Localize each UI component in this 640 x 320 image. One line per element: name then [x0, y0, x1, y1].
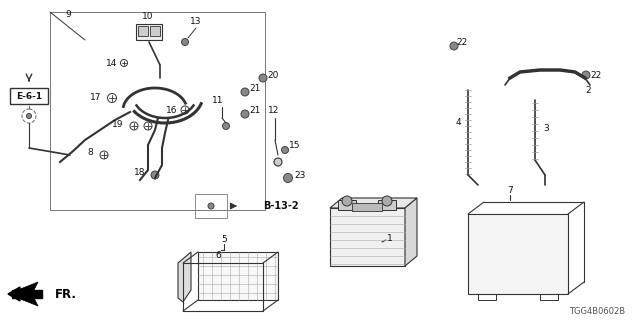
Bar	[378, 200, 396, 210]
Circle shape	[182, 38, 189, 45]
Text: 22: 22	[590, 70, 602, 79]
Text: 6: 6	[215, 252, 221, 260]
Circle shape	[282, 147, 289, 154]
Text: 21: 21	[250, 84, 260, 92]
Circle shape	[259, 74, 267, 82]
Circle shape	[450, 42, 458, 50]
Bar	[468, 214, 568, 294]
Circle shape	[382, 196, 392, 206]
Text: TGG4B0602B: TGG4B0602B	[569, 308, 625, 316]
Text: 12: 12	[268, 106, 280, 115]
Text: 1: 1	[387, 234, 393, 243]
Bar	[198, 252, 278, 300]
Circle shape	[100, 151, 108, 159]
Bar	[10, 88, 48, 104]
Text: 13: 13	[190, 17, 202, 26]
Polygon shape	[8, 282, 38, 306]
Text: 14: 14	[106, 59, 118, 68]
Bar	[540, 294, 558, 300]
Text: 3: 3	[543, 124, 549, 132]
Circle shape	[284, 173, 292, 182]
Bar	[338, 200, 356, 210]
Circle shape	[26, 114, 31, 118]
Bar	[352, 203, 382, 211]
Circle shape	[208, 203, 214, 209]
Bar	[138, 26, 148, 36]
Text: 7: 7	[507, 186, 513, 195]
Text: 2: 2	[585, 85, 591, 94]
Circle shape	[22, 109, 36, 123]
Circle shape	[274, 158, 282, 166]
Text: E-6-1: E-6-1	[16, 92, 42, 100]
Text: 21: 21	[250, 106, 260, 115]
Circle shape	[144, 122, 152, 130]
Text: FR.: FR.	[55, 287, 77, 300]
Circle shape	[181, 106, 189, 114]
Text: 9: 9	[65, 10, 71, 19]
Text: 18: 18	[134, 167, 146, 177]
Circle shape	[151, 171, 159, 179]
Circle shape	[241, 88, 249, 96]
Text: 8: 8	[87, 148, 93, 156]
Polygon shape	[330, 198, 417, 208]
Text: 17: 17	[90, 92, 102, 101]
Text: 23: 23	[294, 171, 306, 180]
Circle shape	[241, 110, 249, 118]
Bar	[330, 208, 405, 266]
Text: 19: 19	[112, 119, 124, 129]
Text: B-13-2: B-13-2	[263, 201, 299, 211]
Bar	[195, 194, 227, 218]
Bar	[136, 24, 162, 40]
Polygon shape	[8, 287, 20, 301]
Bar	[150, 26, 160, 36]
Bar	[50, 12, 265, 210]
Circle shape	[223, 123, 230, 130]
Text: 20: 20	[268, 70, 278, 79]
Circle shape	[130, 122, 138, 130]
Text: 4: 4	[455, 117, 461, 126]
Text: 11: 11	[212, 95, 224, 105]
Text: 16: 16	[166, 106, 178, 115]
Text: 5: 5	[221, 235, 227, 244]
Text: 22: 22	[456, 37, 468, 46]
Circle shape	[342, 196, 352, 206]
Bar	[478, 294, 496, 300]
Circle shape	[582, 71, 590, 79]
Text: 10: 10	[142, 12, 154, 20]
Circle shape	[108, 93, 116, 102]
Circle shape	[120, 60, 127, 67]
Text: 15: 15	[289, 140, 301, 149]
Polygon shape	[178, 252, 191, 302]
Polygon shape	[12, 290, 42, 298]
Polygon shape	[405, 198, 417, 266]
